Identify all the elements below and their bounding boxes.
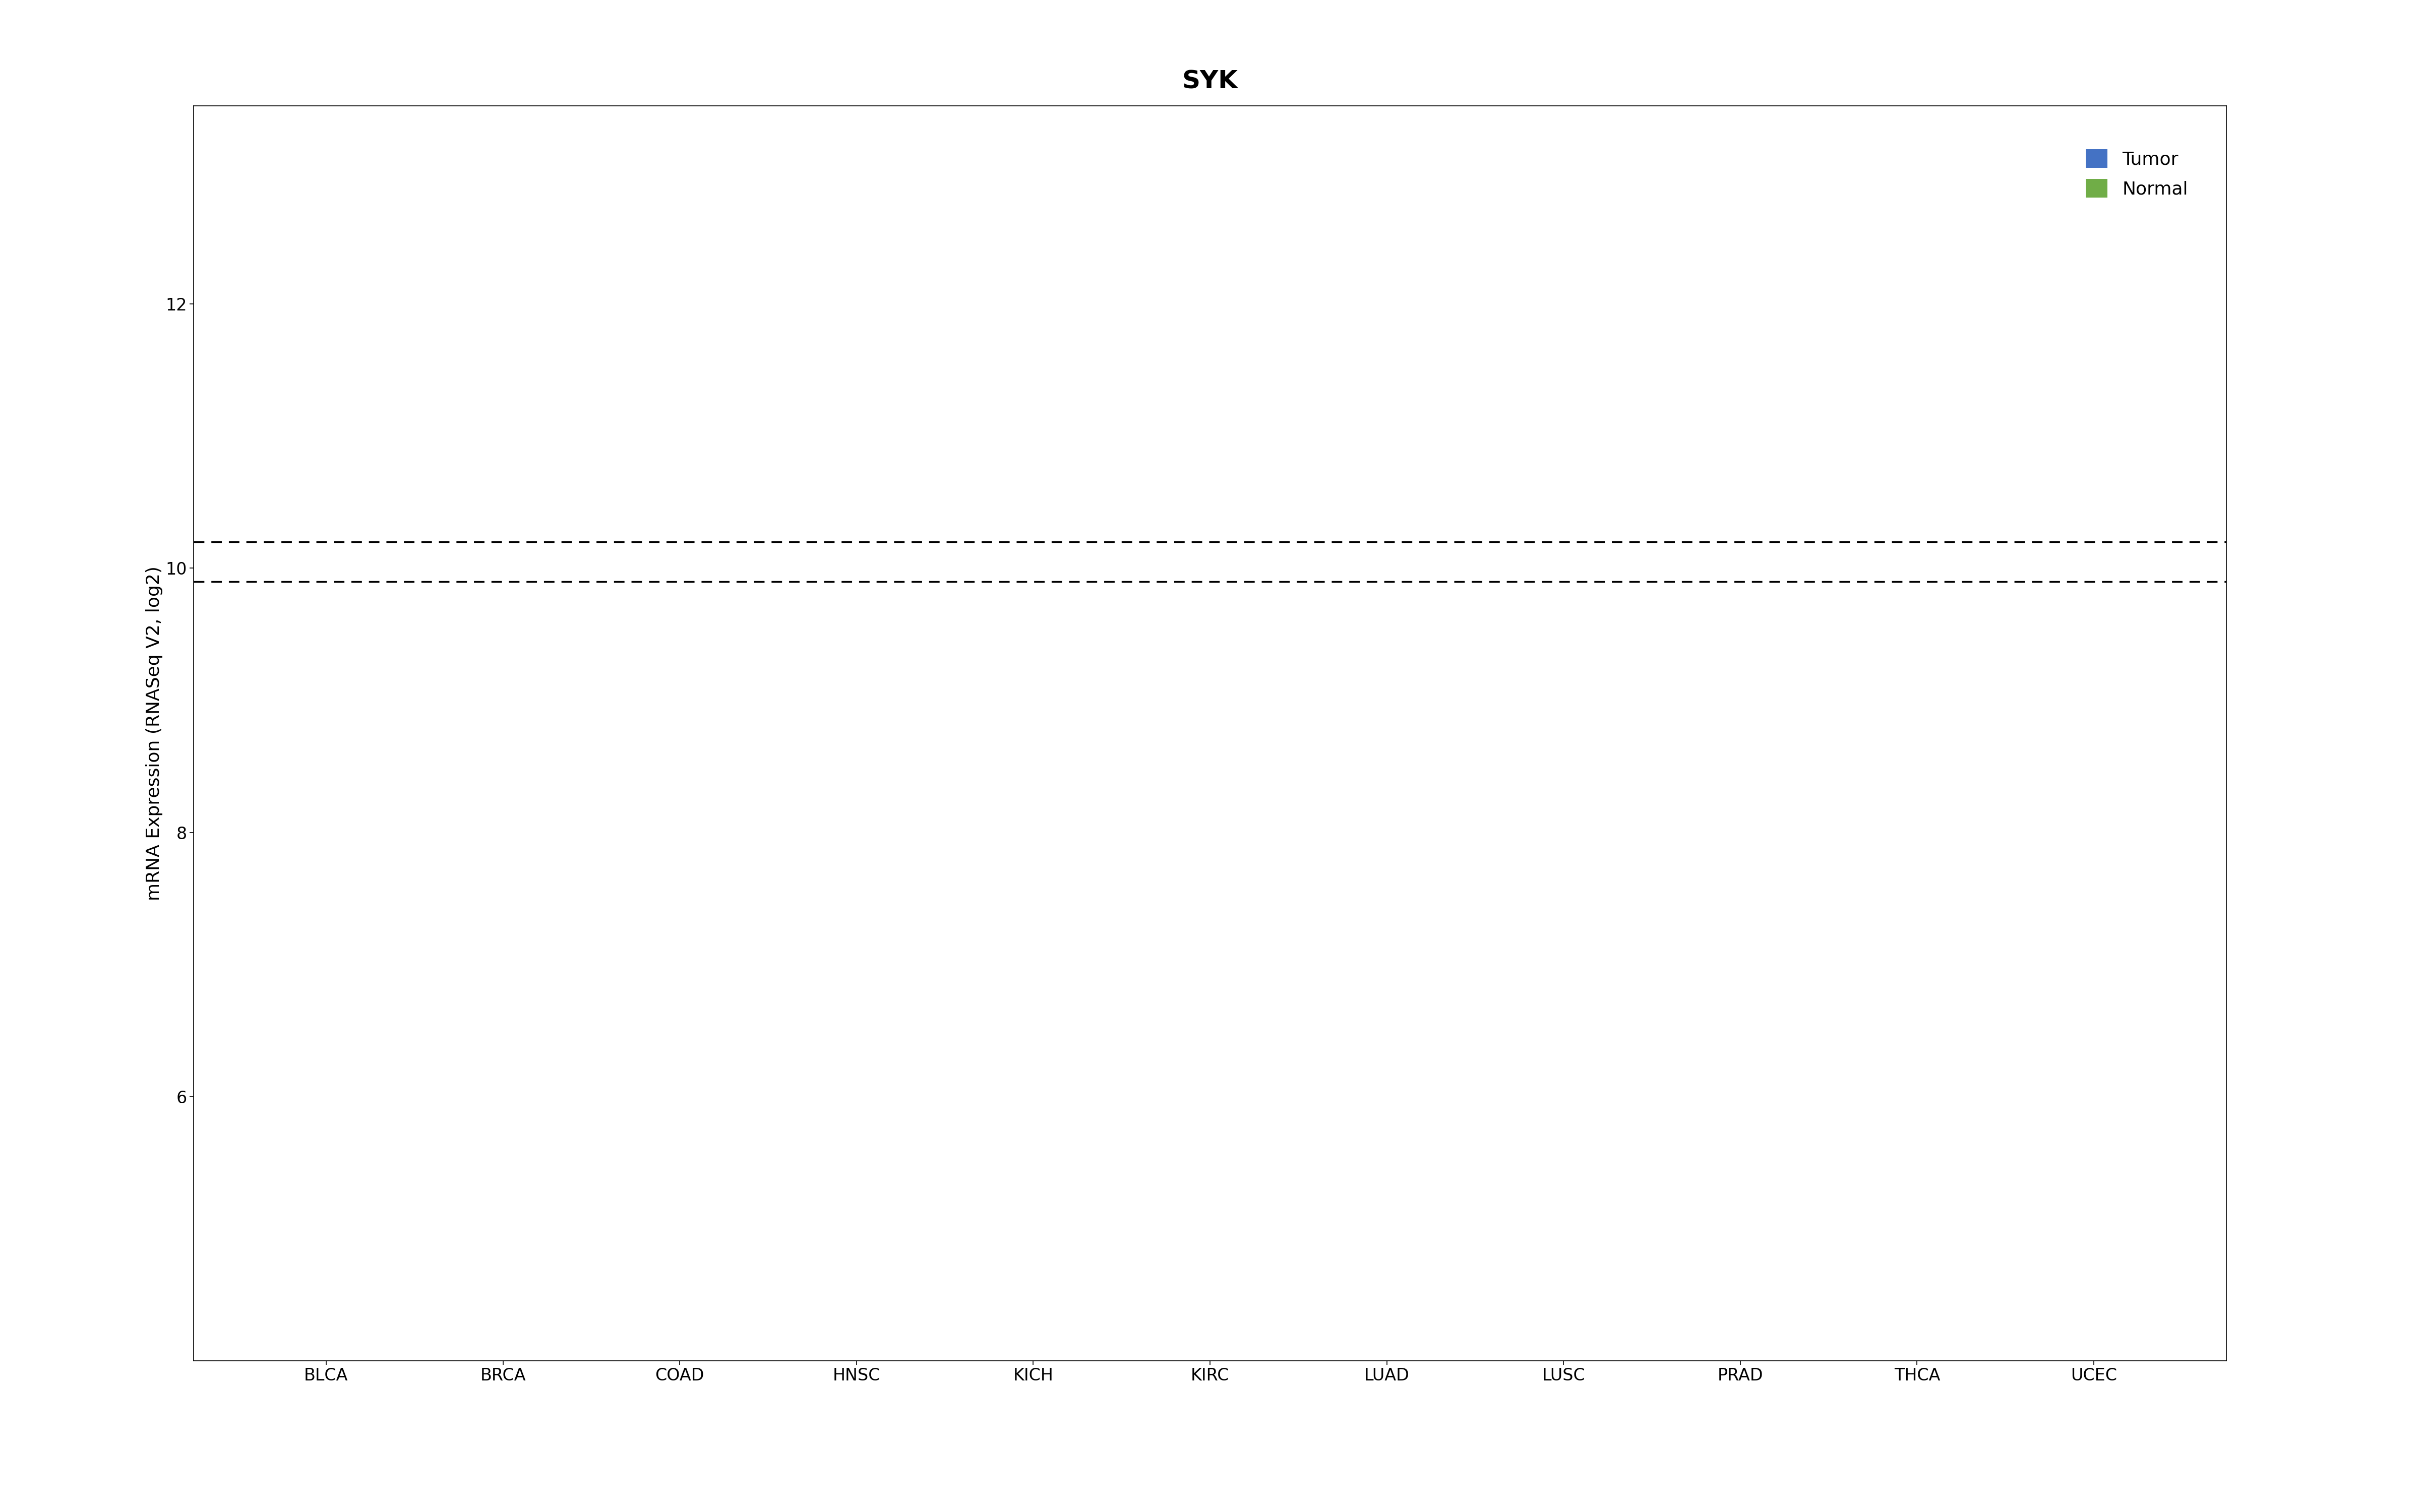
Y-axis label: mRNA Expression (RNASeq V2, log2): mRNA Expression (RNASeq V2, log2) xyxy=(145,565,162,901)
Title: SYK: SYK xyxy=(1181,70,1239,94)
Legend: Tumor, Normal: Tumor, Normal xyxy=(2076,141,2197,207)
